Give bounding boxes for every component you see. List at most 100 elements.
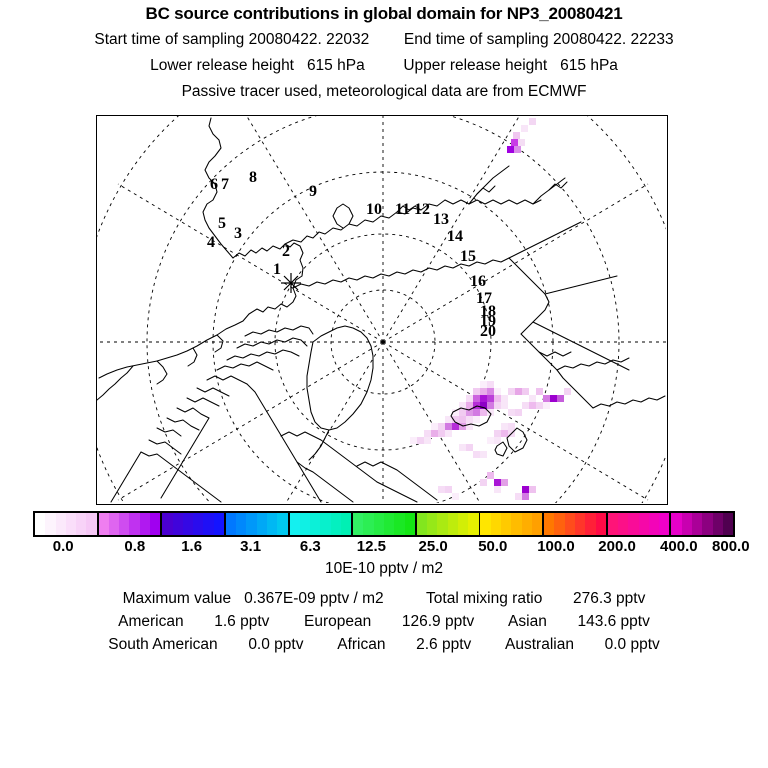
release-site-marker (281, 273, 301, 293)
map-number-label: 11 (395, 201, 411, 218)
colorbar-segment[interactable] (544, 513, 608, 535)
upper-release-label: Upper release height (403, 57, 548, 74)
colorbar-segment[interactable] (671, 513, 734, 535)
colorbar-step (289, 513, 300, 535)
maximum-value-label: Maximum value (122, 590, 232, 607)
colorbar-step (648, 513, 660, 535)
end-time-label: End time of sampling (403, 31, 549, 48)
colorbar-step (607, 513, 619, 535)
colorbar-step (574, 513, 586, 535)
colorbar-step (225, 513, 237, 535)
colorbar-step (384, 513, 395, 535)
colorbar-step (490, 513, 502, 535)
colorbar-tick: 0.8 (124, 538, 146, 555)
colorbar-step (702, 513, 713, 535)
colorbar-step (246, 513, 257, 535)
map-number-label: 15 (460, 248, 476, 265)
colorbar-step (363, 513, 374, 535)
map-number-label: 16 (470, 273, 486, 290)
colorbar-step (330, 513, 341, 535)
colorbar-segment[interactable] (353, 513, 417, 535)
european-value: 126.9 pptv (401, 613, 475, 630)
colorbar-step (531, 513, 543, 535)
colorbar-segment[interactable] (480, 513, 545, 535)
sampling-time-row: Start time of sampling 20080422. 22032 E… (0, 31, 768, 49)
colorbar-step (129, 513, 140, 535)
map-number-label: 13 (433, 211, 449, 228)
colorbar-segment[interactable] (416, 513, 481, 535)
colorbar-step (182, 513, 194, 535)
map-number-label: 17 (476, 290, 492, 307)
colorbar-step (203, 513, 214, 535)
map-number-label: 4 (207, 234, 215, 251)
colorbar-step (267, 513, 278, 535)
african-label: African (337, 636, 386, 653)
map-number-label: 7 (221, 176, 229, 193)
colorbar-segment[interactable] (35, 513, 99, 535)
total-mixing-ratio-label: Total mixing ratio (426, 590, 543, 607)
colorbar-step (712, 513, 723, 535)
colorbar-step (427, 513, 438, 535)
colorbar-step (340, 513, 352, 535)
colorbar-tick: 3.1 (240, 538, 262, 555)
map-number-label: 19 (480, 313, 496, 330)
south-american-value: 0.0 pptv (248, 636, 304, 653)
colorbar-tick: 12.5 (356, 538, 386, 555)
colorbar-segment[interactable] (225, 513, 290, 535)
colorbar-segment[interactable] (607, 513, 672, 535)
colorbar-step (213, 513, 224, 535)
colorbar-step (416, 513, 428, 535)
australian-value: 0.0 pptv (604, 636, 660, 653)
colorbar-segment[interactable] (162, 513, 226, 535)
colorbar-step (628, 513, 639, 535)
maximum-value: 0.367E-09 pptv / m2 (244, 590, 384, 607)
colorbar-tick: 1.6 (181, 538, 203, 555)
colorbar-step (108, 513, 120, 535)
colorbar-step (86, 513, 97, 535)
colorbar-step (437, 513, 448, 535)
colorbar-step (501, 513, 512, 535)
release-height-row: Lower release height 615 hPa Upper relea… (0, 57, 768, 75)
colorbar-step (447, 513, 458, 535)
colorbar-step (139, 513, 151, 535)
colorbar-step (76, 513, 87, 535)
colorbar-tick: 400.0 (660, 538, 698, 555)
map-number-label: 9 (309, 183, 317, 200)
colorbar-step (659, 513, 670, 535)
colorbar-step (236, 513, 247, 535)
colorbar-step (681, 513, 692, 535)
colorbar-tick-labels: 0.0 0.8 1.6 3.1 6.3 12.5 25.0 50.0 100.0 200.0 400… (0, 538, 768, 558)
colorbar-step (45, 513, 56, 535)
map-number-label: 20 (480, 323, 496, 340)
colorbar-tick: 200.0 (598, 538, 636, 555)
stats-row-2: South American 0.0 pptv African 2.6 pptv… (0, 636, 768, 654)
colorbar-step (595, 513, 606, 535)
american-value: 1.6 pptv (214, 613, 270, 630)
colorbar-step (373, 513, 385, 535)
colorbar-step (638, 513, 649, 535)
stats-row-1: American 1.6 pptv European 126.9 pptv As… (0, 613, 768, 631)
colorbar-step (521, 513, 532, 535)
map-number-label: 1 (273, 261, 281, 278)
colorbar-step (162, 513, 173, 535)
colorbar-step (256, 513, 268, 535)
colorbar[interactable] (33, 511, 735, 537)
colorbar-tick: 6.3 (299, 538, 321, 555)
colorbar-segment[interactable] (289, 513, 354, 535)
colorbar-step (65, 513, 77, 535)
colorbar-step (55, 513, 66, 535)
start-time-label: Start time of sampling (94, 31, 245, 48)
colorbar-tick: 50.0 (478, 538, 508, 555)
american-label: American (118, 613, 184, 630)
lower-release-label: Lower release height (150, 57, 294, 74)
colorbar-step (564, 513, 575, 535)
asian-label: Asian (508, 613, 547, 630)
map-panel[interactable]: 1 2 3 4 5 6 7 8 9 10 11 12 13 14 15 16 17 18 19 20 (96, 115, 668, 505)
colorbar-step (299, 513, 311, 535)
meridian-lines (97, 116, 666, 503)
south-american-label: South American (108, 636, 218, 653)
colorbar-segment[interactable] (98, 513, 163, 535)
asian-value: 143.6 pptv (577, 613, 650, 630)
end-time-value: 20080422. 22233 (552, 31, 674, 48)
